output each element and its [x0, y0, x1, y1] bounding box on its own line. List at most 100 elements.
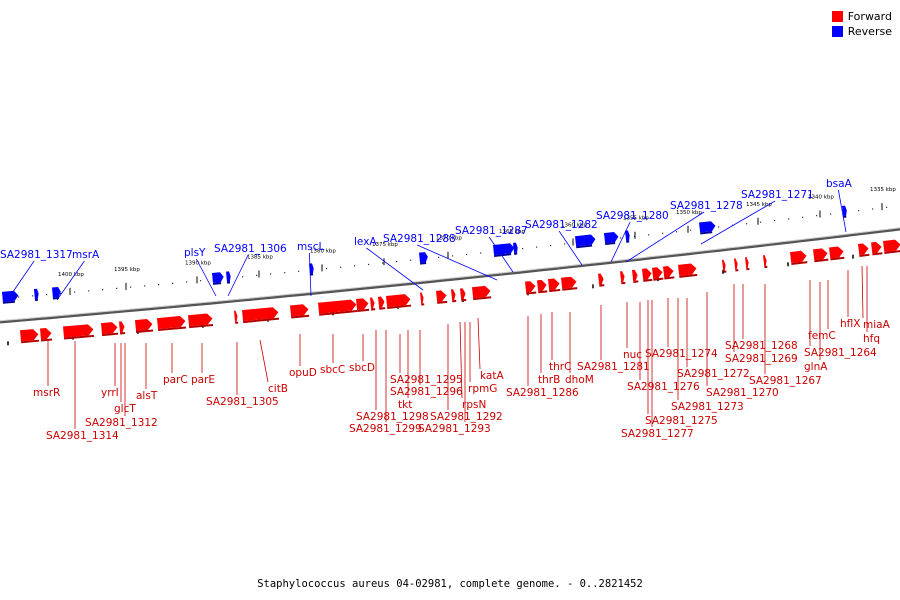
reverse-gene-arrow-5: [226, 271, 231, 284]
reverse-gene-arrow-1: [2, 290, 19, 304]
reverse-leader-line: [366, 247, 424, 291]
scale-dot: [172, 282, 174, 284]
scale-dot: [816, 215, 818, 217]
forward-gene-arrow-9-shape: [234, 310, 238, 322]
forward-gene-arrow-32: [678, 263, 698, 278]
scale-dot: [480, 252, 482, 254]
reverse-gene-arrow-11: [604, 232, 619, 246]
reverse-gene-arrow-14-shape: [842, 205, 847, 216]
scale-dot: [284, 272, 286, 274]
forward-gene-arrow-19: [451, 289, 457, 303]
forward-gene-label: SA2981_1277: [621, 428, 694, 440]
forward-gene-arrow-37-shade: [791, 261, 808, 265]
scale-dot: [564, 243, 566, 245]
reverse-gene-label: lexA: [354, 236, 377, 248]
forward-gene-arrow-39-shade: [830, 256, 845, 261]
forward-gene-label: msrR: [33, 387, 60, 399]
reverse-gene-arrow-12-shape: [625, 230, 630, 241]
reverse-gene-arrow-13-shade: [700, 231, 713, 235]
forward-gene-arrow-9: [234, 310, 239, 324]
forward-gene-label: SA2981_1305: [206, 396, 279, 408]
reverse-gene-arrow-14: [842, 205, 847, 218]
forward-gene-label: SA2981_1312: [85, 417, 158, 429]
forward-gene-arrow-28-shape: [632, 269, 638, 281]
forward-gene-arrow-28: [632, 269, 639, 283]
scale-dot: [522, 247, 524, 250]
forward-gene-arrow-41: [871, 241, 883, 256]
forward-gene-arrow-12-shade: [319, 310, 358, 316]
forward-gene-arrow-36-shade: [764, 265, 768, 269]
forward-gene-arrow-6: [135, 319, 154, 334]
forward-gene-label: SA2981_1298: [356, 411, 429, 423]
reverse-leader-line: [700, 200, 776, 245]
forward-gene-arrow-42-shade: [884, 249, 900, 254]
forward-gene-arrow-16-shade: [387, 304, 412, 309]
forward-gene-arrow-18: [436, 290, 448, 304]
forward-gene-arrow-32-shade: [679, 273, 698, 278]
backbone-highlight: [0, 227, 900, 322]
forward-gene-label: SA2981_1268: [725, 340, 798, 352]
reverse-swatch: [831, 26, 843, 37]
forward-gene-arrow-38-shade: [814, 258, 829, 263]
scale-tick-label: 1395 kbp: [114, 267, 140, 273]
forward-gene-arrow-35-shape: [745, 257, 749, 269]
forward-gene-label: thrC: [549, 361, 571, 373]
reverse-gene-arrow-2: [34, 288, 39, 302]
forward-gene-arrow-13: [356, 298, 370, 312]
forward-gene-label: SA2981_1299: [349, 423, 422, 435]
scale-dot: [648, 234, 650, 236]
legend-forward-label: Forward: [847, 10, 892, 23]
forward-gene-arrow-30: [652, 267, 664, 281]
reverse-gene-arrow-2-shade: [34, 298, 39, 302]
forward-gene-label: glnA: [804, 361, 828, 373]
forward-gene-arrow-8-shade: [189, 323, 214, 329]
forward-gene-arrow-42-shape: [883, 239, 900, 252]
reverse-gene-label: SA2981_1271: [741, 189, 814, 201]
forward-gene-arrow-11-shade: [291, 314, 310, 319]
forward-gene-arrow-31: [663, 266, 675, 280]
forward-gene-arrow-36-shape: [763, 255, 767, 267]
reverse-gene-label: SA2981_1278: [670, 200, 743, 212]
forward-gene-label: katA: [480, 370, 504, 382]
forward-gene-arrow-6-shape: [135, 319, 153, 332]
backbone-line: [0, 227, 900, 324]
forward-gene-arrow-15: [378, 296, 386, 310]
reverse-gene-arrow-13: [699, 221, 716, 235]
forward-gene-label: sbcC: [320, 364, 345, 376]
forward-gene-arrow-14: [370, 297, 376, 311]
forward-gene-arrow-24: [548, 278, 561, 293]
scale-dot: [60, 292, 62, 294]
scale-dot: [298, 270, 300, 272]
scale-dot: [788, 218, 790, 220]
scale-dot: [88, 290, 90, 292]
forward-gene-arrow-29-shade: [643, 278, 653, 282]
forward-gene-arrow-16-shape: [386, 294, 411, 307]
reverse-gene-arrow-11-shape: [604, 232, 619, 244]
forward-gene-arrow-39: [829, 246, 845, 261]
forward-gene-arrow-33: [722, 259, 727, 273]
reverse-gene-arrow-3: [52, 286, 61, 300]
forward-gene-arrow-35: [745, 257, 750, 271]
scale-dot: [382, 262, 384, 264]
reverse-gene-arrow-12: [625, 230, 630, 243]
forward-gene-arrow-3-shape: [63, 324, 94, 338]
figure-caption: Staphylococcus aureus 04-02981, complete…: [257, 578, 643, 590]
reverse-gene-arrow-12-shade: [626, 240, 630, 243]
forward-gene-arrow-10: [242, 307, 280, 324]
forward-gene-label: glcT: [114, 403, 136, 415]
reverse-gene-arrow-5-shade: [226, 281, 231, 284]
reverse-gene-arrow-11-shade: [605, 241, 616, 246]
forward-gene-arrow-27-shape: [620, 271, 625, 283]
forward-gene-arrow-29: [642, 268, 653, 282]
forward-gene-arrow-8: [188, 313, 214, 329]
forward-gene-arrow-25-shade: [562, 287, 578, 291]
forward-leader-line: [477, 317, 481, 370]
reverse-gene-arrow-3-shape: [52, 286, 61, 298]
forward-gene-arrow-34: [734, 258, 739, 272]
scale-dot: [452, 255, 454, 257]
forward-gene-label: thrB: [538, 374, 560, 386]
scale-dot: [242, 276, 244, 278]
forward-gene-arrow-1-shape: [20, 329, 39, 342]
forward-gene-label: SA2981_1295: [390, 374, 463, 386]
legend-reverse: Reverse: [831, 24, 892, 39]
